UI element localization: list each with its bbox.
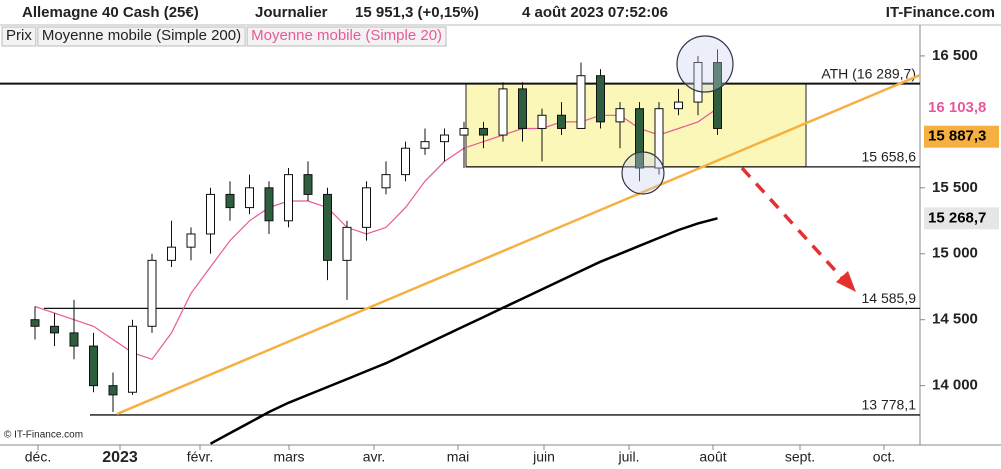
- candle-body: [576, 75, 586, 129]
- title: Allemagne 40 Cash (25€): [22, 4, 199, 21]
- x-tick-label: févr.: [187, 449, 213, 465]
- price-tag: [924, 97, 999, 120]
- candle-body: [381, 174, 391, 189]
- forecast-arrowhead: [836, 271, 856, 292]
- y-tick-label: 15 000: [932, 245, 978, 262]
- highlight-circle: [621, 151, 665, 195]
- candle-body: [518, 88, 527, 129]
- legend-box: [37, 26, 246, 47]
- candle-body: [479, 127, 488, 136]
- candle-body: [284, 174, 293, 222]
- legend-label: Prix: [6, 27, 32, 44]
- trendline: [116, 73, 921, 416]
- candle-body: [186, 233, 196, 248]
- y-tick-label: 16 500: [932, 47, 978, 64]
- price-tag-label: 15 887,3: [928, 128, 986, 145]
- forecast-arrow: [740, 166, 844, 280]
- candle-body: [147, 259, 157, 327]
- candle-body: [342, 226, 352, 261]
- candle-body: [264, 187, 274, 222]
- price-tag: [924, 207, 999, 230]
- level-label: 15 658,6: [862, 149, 917, 165]
- candle-body: [713, 62, 722, 129]
- x-tick-label: août: [699, 449, 726, 465]
- candle-body: [128, 325, 137, 393]
- candle-body: [362, 187, 371, 228]
- candle-body: [108, 385, 118, 396]
- candle-body: [498, 88, 508, 136]
- x-tick-label: juin: [532, 449, 555, 465]
- period: Journalier: [255, 4, 328, 21]
- watermark: © IT-Finance.com: [4, 430, 83, 441]
- candle-body: [440, 134, 449, 143]
- price-tag-label: 16 103,8: [928, 99, 986, 116]
- price-tag: [924, 125, 999, 148]
- candle-body: [557, 114, 566, 129]
- legend: Prix Moyenne mobile (Simple 200) Moyenne m…: [1, 26, 447, 47]
- legend-box: [1, 26, 37, 47]
- candle-body: [303, 174, 313, 195]
- x-tick-label: déc.: [25, 449, 51, 465]
- candle-body: [245, 187, 254, 209]
- x-tick-label: mars: [273, 449, 304, 465]
- datetime: 4 août 2023 07:52:06: [522, 4, 668, 21]
- candle-body: [596, 75, 605, 123]
- x-tick-label: mai: [447, 449, 470, 465]
- candle-body: [693, 62, 703, 103]
- y-tick-label: 15 500: [932, 179, 978, 196]
- moving-average: [209, 217, 718, 445]
- x-tick-label: sept.: [785, 449, 815, 465]
- legend-label: Moyenne mobile (Simple 200): [42, 27, 241, 44]
- candle-body: [635, 108, 644, 169]
- level-label: 14 585,9: [862, 290, 917, 306]
- level-label: 13 778,1: [862, 397, 917, 413]
- candle-body: [459, 127, 469, 136]
- legend-box: [246, 26, 447, 47]
- y-tick-label: 14 500: [932, 311, 978, 328]
- candle-body: [69, 332, 79, 347]
- price-tag-label: 15 268,7: [928, 209, 986, 226]
- candle-body: [30, 319, 40, 327]
- candle-body: [401, 147, 410, 176]
- x-tick-label: juil.: [617, 449, 639, 465]
- legend-label: Moyenne mobile (Simple 20): [251, 27, 442, 44]
- level-label: ATH (16 289,7): [821, 65, 916, 81]
- x-tick-label: avr.: [363, 449, 386, 465]
- x-tick-label: 2023: [102, 449, 138, 466]
- candle-body: [323, 193, 332, 261]
- candle-body: [420, 141, 430, 149]
- y-tick-label: 14 000: [932, 377, 978, 394]
- candle-body: [89, 345, 98, 387]
- quote: 15 951,3 (+0,15%): [355, 4, 479, 21]
- brand: IT-Finance.com: [886, 4, 995, 21]
- candle-body: [167, 246, 176, 261]
- candle-body: [674, 101, 683, 110]
- candle-body: [615, 108, 625, 123]
- highlight-circle: [676, 35, 734, 93]
- x-tick-label: oct.: [873, 449, 896, 465]
- candle-body: [50, 325, 59, 334]
- candle-body: [206, 193, 215, 235]
- candle-body: [654, 108, 664, 169]
- candle-body: [537, 114, 547, 129]
- plot: ATH (16 289,7) 15 658,6 14 585,9 13 778,1: [0, 49, 921, 445]
- candle-body: [225, 193, 235, 209]
